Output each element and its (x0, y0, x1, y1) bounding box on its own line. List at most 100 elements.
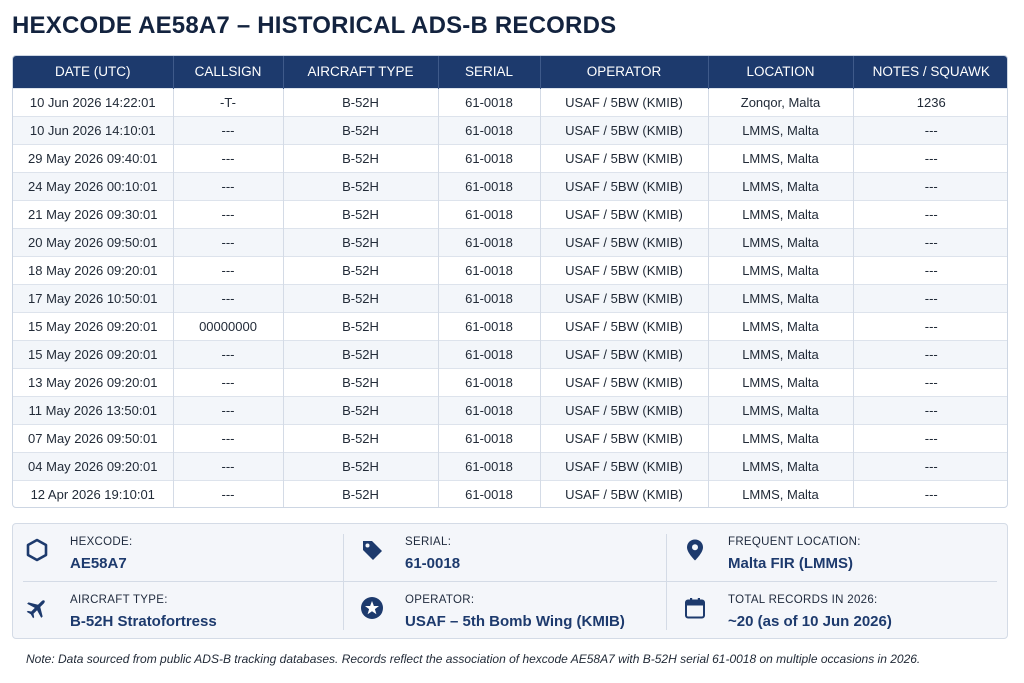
airplane-icon (26, 600, 45, 619)
cell-aircraft-type: B-52H (283, 451, 439, 480)
cell-location: LMMS, Malta (708, 143, 854, 172)
cell-operator: USAF / 5BW (KMIB) (540, 115, 709, 144)
cell-callsign: --- (173, 423, 284, 452)
cell-date: 15 May 2026 09:20:01 (13, 311, 174, 340)
cell-notes-squawk: --- (853, 143, 1007, 172)
cell-aircraft-type: B-52H (283, 311, 439, 340)
column-header-serial[interactable]: SERIAL (438, 56, 541, 88)
table-row[interactable]: 15 May 2026 09:20:01 --- B-52H 61-0018 USAF … (13, 339, 1007, 368)
table-row[interactable]: 24 May 2026 00:10:01 --- B-52H 61-0018 USAF … (13, 171, 1007, 200)
table-row[interactable]: 17 May 2026 10:50:01 --- B-52H 61-0018 USAF … (13, 283, 1007, 312)
hexagon-icon (26, 538, 48, 562)
cell-aircraft-type: B-52H (283, 423, 439, 452)
cell-aircraft-type: B-52H (283, 479, 439, 507)
table-row[interactable]: 15 May 2026 09:20:01 00000000 B-52H 61-0018… (13, 311, 1007, 340)
summary-frequent-location: FREQUENT LOCATION: Malta FIR (LMMS) (671, 524, 993, 580)
cell-serial: 61-0018 (438, 283, 541, 312)
cell-operator: USAF / 5BW (KMIB) (540, 395, 709, 424)
cell-date: 17 May 2026 10:50:01 (13, 283, 174, 312)
table-row[interactable]: 12 Apr 2026 19:10:01 --- B-52H 61-0018 USAF … (13, 479, 1007, 507)
footnote: Note: Data sourced from public ADS-B tra… (26, 652, 921, 666)
cell-callsign: --- (173, 451, 284, 480)
table-row[interactable]: 10 Jun 2026 14:22:01 -T- B-52H 61-0018 USAF … (13, 87, 1007, 116)
cell-date: 24 May 2026 00:10:01 (13, 171, 174, 200)
cell-serial: 61-0018 (438, 479, 541, 507)
cell-aircraft-type: B-52H (283, 143, 439, 172)
cell-serial: 61-0018 (438, 451, 541, 480)
cell-operator: USAF / 5BW (KMIB) (540, 227, 709, 256)
calendar-icon (685, 598, 705, 619)
cell-location: LMMS, Malta (708, 451, 854, 480)
table-row[interactable]: 13 May 2026 09:20:01 --- B-52H 61-0018 USAF … (13, 367, 1007, 396)
records-table: DATE (UTC) CALLSIGN AIRCRAFT TYPE SERIAL… (13, 56, 1007, 507)
cell-location: LMMS, Malta (708, 367, 854, 396)
table-row[interactable]: 10 Jun 2026 14:10:01 --- B-52H 61-0018 USAF … (13, 115, 1007, 144)
cell-callsign: --- (173, 199, 284, 228)
cell-date: 10 Jun 2026 14:22:01 (13, 87, 174, 116)
cell-callsign: --- (173, 115, 284, 144)
cell-operator: USAF / 5BW (KMIB) (540, 451, 709, 480)
cell-serial: 61-0018 (438, 339, 541, 368)
star-badge-icon (361, 597, 383, 619)
cell-callsign: --- (173, 255, 284, 284)
table-row[interactable]: 18 May 2026 09:20:01 --- B-52H 61-0018 USAF … (13, 255, 1007, 284)
cell-aircraft-type: B-52H (283, 87, 439, 116)
summary-operator: OPERATOR: USAF – 5th Bomb Wing (KMIB) (348, 582, 670, 638)
summary-label: FREQUENT LOCATION: (728, 536, 861, 548)
divider (23, 581, 997, 582)
summary-total-records: TOTAL RECORDS IN 2026: ~20 (as of 10 Jun… (671, 582, 993, 638)
cell-serial: 61-0018 (438, 87, 541, 116)
cell-operator: USAF / 5BW (KMIB) (540, 423, 709, 452)
cell-notes-squawk: --- (853, 255, 1007, 284)
cell-operator: USAF / 5BW (KMIB) (540, 143, 709, 172)
cell-serial: 61-0018 (438, 311, 541, 340)
cell-operator: USAF / 5BW (KMIB) (540, 199, 709, 228)
table-row[interactable]: 29 May 2026 09:40:01 --- B-52H 61-0018 USAF … (13, 143, 1007, 172)
cell-date: 04 May 2026 09:20:01 (13, 451, 174, 480)
cell-location: LMMS, Malta (708, 283, 854, 312)
cell-location: LMMS, Malta (708, 255, 854, 284)
cell-callsign: 00000000 (173, 311, 284, 340)
cell-serial: 61-0018 (438, 367, 541, 396)
cell-date: 07 May 2026 09:50:01 (13, 423, 174, 452)
cell-operator: USAF / 5BW (KMIB) (540, 255, 709, 284)
tag-icon (363, 541, 382, 560)
cell-operator: USAF / 5BW (KMIB) (540, 479, 709, 507)
column-header-location[interactable]: LOCATION (708, 56, 854, 88)
cell-aircraft-type: B-52H (283, 171, 439, 200)
cell-location: LMMS, Malta (708, 395, 854, 424)
cell-notes-squawk: --- (853, 199, 1007, 228)
table-row[interactable]: 20 May 2026 09:50:01 --- B-52H 61-0018 USAF … (13, 227, 1007, 256)
column-header-operator[interactable]: OPERATOR (540, 56, 709, 88)
summary-value: AE58A7 (70, 555, 127, 572)
cell-callsign: -T- (173, 87, 284, 116)
cell-location: LMMS, Malta (708, 171, 854, 200)
summary-value: B-52H Stratofortress (70, 613, 217, 630)
cell-date: 13 May 2026 09:20:01 (13, 367, 174, 396)
cell-callsign: --- (173, 227, 284, 256)
map-pin-icon (687, 539, 703, 561)
cell-callsign: --- (173, 395, 284, 424)
column-header-callsign[interactable]: CALLSIGN (173, 56, 284, 88)
cell-operator: USAF / 5BW (KMIB) (540, 311, 709, 340)
table-row[interactable]: 04 May 2026 09:20:01 --- B-52H 61-0018 USAF … (13, 451, 1007, 480)
summary-value: ~20 (as of 10 Jun 2026) (728, 613, 892, 630)
cell-callsign: --- (173, 143, 284, 172)
page-title: HEXCODE AE58A7 – HISTORICAL ADS-B RECORD… (12, 12, 617, 39)
cell-notes-squawk: --- (853, 283, 1007, 312)
cell-aircraft-type: B-52H (283, 115, 439, 144)
column-header-aircraft-type[interactable]: AIRCRAFT TYPE (283, 56, 439, 88)
cell-aircraft-type: B-52H (283, 283, 439, 312)
table-row[interactable]: 11 May 2026 13:50:01 --- B-52H 61-0018 USAF … (13, 395, 1007, 424)
table-row[interactable]: 07 May 2026 09:50:01 --- B-52H 61-0018 USAF … (13, 423, 1007, 452)
column-header-notes-squawk[interactable]: NOTES / SQUAWK (853, 56, 1007, 88)
summary-label: SERIAL: (405, 536, 452, 548)
cell-notes-squawk: --- (853, 171, 1007, 200)
cell-notes-squawk: --- (853, 479, 1007, 507)
summary-value: USAF – 5th Bomb Wing (KMIB) (405, 613, 625, 630)
column-header-date[interactable]: DATE (UTC) (13, 56, 174, 88)
cell-date: 20 May 2026 09:50:01 (13, 227, 174, 256)
table-row[interactable]: 21 May 2026 09:30:01 --- B-52H 61-0018 USAF … (13, 199, 1007, 228)
summary-label: TOTAL RECORDS IN 2026: (728, 594, 878, 606)
cell-aircraft-type: B-52H (283, 227, 439, 256)
